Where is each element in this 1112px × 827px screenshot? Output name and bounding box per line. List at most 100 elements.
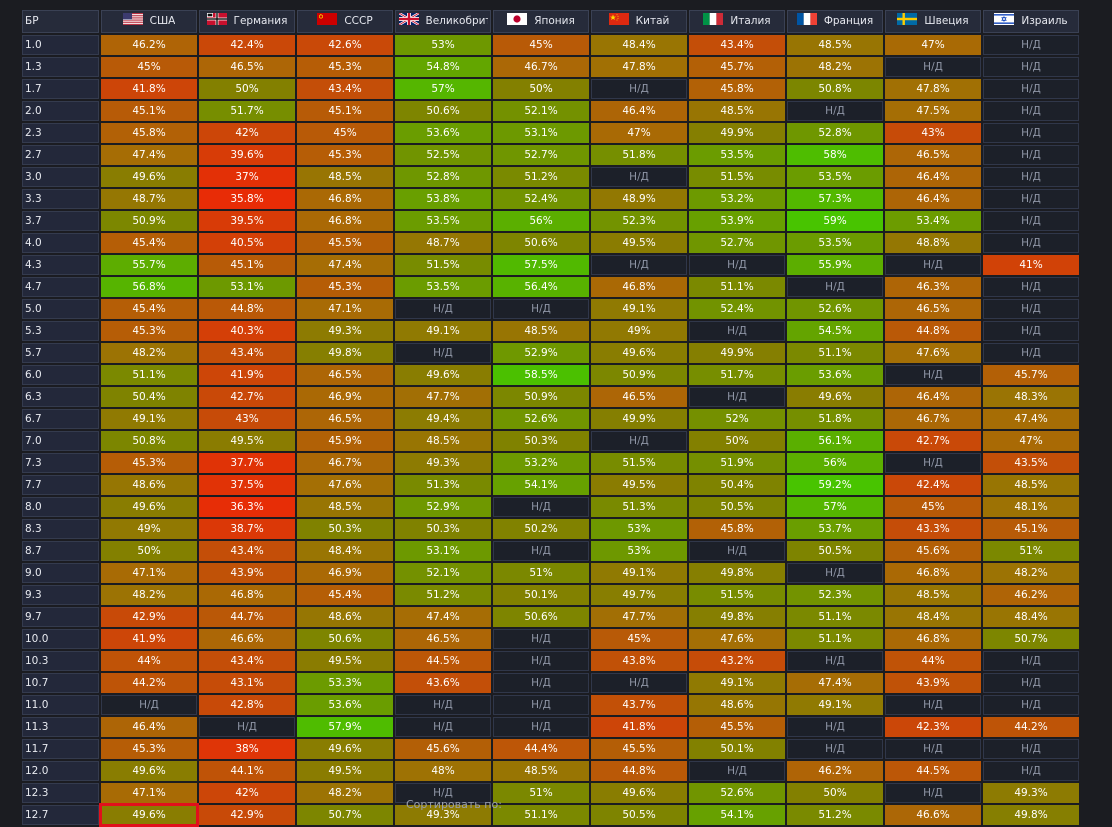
winrate-cell-na: Н/Д <box>493 695 589 715</box>
winrate-cell: 46.4% <box>591 101 687 121</box>
br-value: 11.0 <box>22 695 99 715</box>
winrate-cell-na: Н/Д <box>885 739 981 759</box>
winrate-cell: 43.2% <box>689 651 785 671</box>
table-row: 3.0 49.6% 37% 48.5% 52.8% 51.2% Н/Д 51.5% 53.5% 4… <box>22 167 1079 187</box>
winrate-cell: 45.1% <box>101 101 197 121</box>
country-header-france[interactable]: Франция <box>787 10 883 33</box>
winrate-cell: 44.8% <box>591 761 687 781</box>
br-value: 7.7 <box>22 475 99 495</box>
winrate-cell-na: Н/Д <box>395 299 491 319</box>
winrate-cell: 49.8% <box>689 607 785 627</box>
country-header-sweden[interactable]: Швеция <box>885 10 981 33</box>
table-row: 1.0 46.2% 42.4% 42.6% 53% 45% 48.4% 43.4% 48.5% 4… <box>22 35 1079 55</box>
country-name: СССР <box>344 15 373 27</box>
country-header-germany[interactable]: Германия <box>199 10 295 33</box>
winrate-cell: 46.8% <box>199 585 295 605</box>
winrate-cell: 45% <box>885 497 981 517</box>
winrate-cell: 47% <box>591 123 687 143</box>
winrate-cell: 45.1% <box>199 255 295 275</box>
highlighted-winrate-cell: 49.6% <box>99 803 199 827</box>
winrate-cell: 46.7% <box>297 453 393 473</box>
country-header-ussr[interactable]: СССР <box>297 10 393 33</box>
table-row: 1.7 41.8% 50% 43.4% 57% 50% Н/Д 45.8% 50.8% 47.8%… <box>22 79 1079 99</box>
br-column-header[interactable]: БР <box>22 10 99 33</box>
winrate-cell: 43.5% <box>983 453 1079 473</box>
winrate-cell: 59.2% <box>787 475 883 495</box>
japan-flag-icon <box>507 13 528 25</box>
winrate-cell: 49.6% <box>591 783 687 803</box>
winrate-cell: 48.5% <box>885 585 981 605</box>
winrate-cell: 48.5% <box>297 497 393 517</box>
winrate-cell: 46.8% <box>297 189 393 209</box>
br-value: 1.7 <box>22 79 99 99</box>
winrate-cell: 58.5% <box>493 365 589 385</box>
winrate-cell-na: Н/Д <box>395 343 491 363</box>
winrate-cell: 49.1% <box>395 321 491 341</box>
winrate-cell: 51.2% <box>493 167 589 187</box>
winrate-cell: 56% <box>493 211 589 231</box>
country-header-uk[interactable]: Великобритания <box>395 10 491 33</box>
table-row: 5.7 48.2% 43.4% 49.8% Н/Д 52.9% 49.6% 49.9% 51.1… <box>22 343 1079 363</box>
country-header-italy[interactable]: Италия <box>689 10 785 33</box>
winrate-cell: 45.6% <box>395 739 491 759</box>
winrate-cell: 49.8% <box>689 563 785 583</box>
winrate-cell: 47.4% <box>395 607 491 627</box>
table-row: 11.0 Н/Д 42.8% 53.6% Н/Д Н/Д 43.7% 48.6% 49.1% Н/… <box>22 695 1079 715</box>
winrate-cell: 44.5% <box>885 761 981 781</box>
winrate-cell: 42% <box>199 783 295 803</box>
winrate-cell: 52.1% <box>395 563 491 583</box>
br-value: 1.0 <box>22 35 99 55</box>
winrate-cell: 50.3% <box>395 519 491 539</box>
winrate-cell: 59% <box>787 211 883 231</box>
winrate-cell: 47.1% <box>101 783 197 803</box>
country-header-israel[interactable]: Израиль <box>983 10 1079 33</box>
table-row: 1.3 45% 46.5% 45.3% 54.8% 46.7% 47.8% 45.7% 48.2… <box>22 57 1079 77</box>
winrate-cell: 44% <box>101 651 197 671</box>
country-header-japan[interactable]: Япония <box>493 10 589 33</box>
country-header-china[interactable]: Китай <box>591 10 687 33</box>
winrate-cell: 50% <box>199 79 295 99</box>
winrate-cell: 38% <box>199 739 295 759</box>
winrate-cell: 49.5% <box>591 475 687 495</box>
winrate-cell: 53.1% <box>395 541 491 561</box>
winrate-cell-na: Н/Д <box>983 57 1079 77</box>
table-row: 11.7 45.3% 38% 49.6% 45.6% 44.4% 45.5% 50.1% Н/Д… <box>22 739 1079 759</box>
winrate-cell: 43.4% <box>689 35 785 55</box>
br-value: 9.7 <box>22 607 99 627</box>
country-header-usa[interactable]: США <box>101 10 197 33</box>
winrate-cell: 49.3% <box>395 453 491 473</box>
table-row: 5.0 45.4% 44.8% 47.1% Н/Д Н/Д 49.1% 52.4% 52.6% 4… <box>22 299 1079 319</box>
table-row: 6.0 51.1% 41.9% 46.5% 49.6% 58.5% 50.9% 51.7% 53… <box>22 365 1079 385</box>
winrate-cell: 50.7% <box>297 805 393 825</box>
table-row: 6.7 49.1% 43% 46.5% 49.4% 52.6% 49.9% 52% 51.8% 4… <box>22 409 1079 429</box>
br-value: 11.7 <box>22 739 99 759</box>
br-value: 1.3 <box>22 57 99 77</box>
winrate-cell: 56.4% <box>493 277 589 297</box>
winrate-cell: 46.5% <box>297 409 393 429</box>
winrate-cell-na: Н/Д <box>983 167 1079 187</box>
winrate-cell: 52.9% <box>493 343 589 363</box>
winrate-cell-na: Н/Д <box>787 651 883 671</box>
winrate-cell: 41.9% <box>199 365 295 385</box>
winrate-cell: 49.7% <box>591 585 687 605</box>
uk-flag-icon <box>398 13 419 25</box>
winrate-cell-na: Н/Д <box>395 695 491 715</box>
winrate-cell: 52.9% <box>395 497 491 517</box>
winrate-cell: 53.5% <box>787 233 883 253</box>
winrate-cell: 53.6% <box>395 123 491 143</box>
winrate-cell: 46.6% <box>199 629 295 649</box>
winrate-cell: 43.4% <box>199 541 295 561</box>
winrate-cell: 52.3% <box>787 585 883 605</box>
br-value: 12.7 <box>22 805 99 825</box>
winrate-cell-na: Н/Д <box>591 673 687 693</box>
winrate-cell-na: Н/Д <box>983 695 1079 715</box>
br-value: 2.3 <box>22 123 99 143</box>
country-name: Франция <box>823 15 874 27</box>
winrate-cell: 43% <box>199 409 295 429</box>
br-value: 2.0 <box>22 101 99 121</box>
winrate-cell: 46.8% <box>297 211 393 231</box>
winrate-cell: 46.9% <box>297 563 393 583</box>
winrate-cell: 47.4% <box>787 673 883 693</box>
winrate-cell-na: Н/Д <box>493 299 589 319</box>
winrate-cell: 43% <box>885 123 981 143</box>
